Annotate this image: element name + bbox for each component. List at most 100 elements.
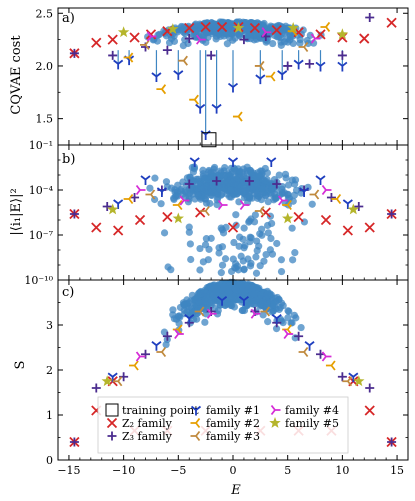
panel-a-marker — [255, 74, 266, 85]
legend-label: training point — [122, 404, 199, 417]
panel-a-marker — [156, 84, 167, 95]
eigenstate-point — [256, 230, 264, 238]
eigenstate-point — [233, 189, 241, 198]
eigenstate-point — [270, 196, 278, 204]
panel-b-marker — [315, 175, 326, 185]
panel-a-marker — [195, 34, 206, 45]
eigenstate-point — [268, 219, 276, 228]
panel-b-marker — [342, 199, 353, 209]
panel-a-marker — [365, 12, 375, 22]
eigenstate-point — [284, 307, 292, 315]
legend-label: family #2 — [206, 417, 260, 430]
eigenstate-point — [187, 297, 195, 305]
eigenstate-point — [177, 187, 185, 195]
eigenstate-point — [247, 234, 255, 242]
panel-a-marker — [184, 22, 195, 34]
panel-c-marker — [184, 314, 195, 324]
eigenstate-point — [273, 293, 281, 302]
y-tick-label: 2.5 — [36, 7, 54, 20]
panel-c-marker — [283, 328, 294, 340]
eigenstate-point — [230, 303, 239, 311]
eigenstate-point — [250, 290, 258, 298]
panel-c-tag: c) — [62, 285, 74, 300]
panel-a-marker — [337, 50, 347, 60]
eigenstate-point — [199, 166, 207, 174]
panel-b-marker — [321, 184, 332, 196]
eigenstate-point — [217, 191, 225, 199]
eigenstate-point — [246, 166, 254, 174]
panel-c-marker — [387, 437, 397, 447]
y-tick-label: 1 — [46, 409, 53, 422]
eigenstate-point — [196, 266, 204, 274]
panel-b-marker — [172, 212, 184, 224]
panel-a-marker — [151, 72, 162, 82]
eigenstate-point — [160, 328, 169, 336]
eigenstate-point — [272, 325, 281, 333]
panel-c-marker — [238, 296, 249, 306]
legend-label: family #4 — [285, 404, 339, 417]
eigenstate-point — [308, 200, 316, 208]
eigenstate-point — [270, 301, 279, 309]
panel-b — [69, 157, 397, 277]
panel-c-marker — [112, 376, 123, 387]
eigenstate-point — [211, 304, 219, 313]
panel-a-marker — [178, 55, 188, 66]
panel-a-tag: a) — [62, 11, 75, 26]
x-tick-label: 0 — [230, 464, 237, 477]
panel-a-marker — [146, 31, 157, 42]
eigenstate-point — [243, 300, 251, 308]
eigenstate-point — [193, 315, 201, 323]
panel-b-ylabel: |⟨i₁|E⟩|² — [9, 188, 24, 235]
panel-b-marker — [227, 222, 239, 233]
eigenstate-point — [247, 259, 255, 267]
panel-a-marker — [195, 103, 206, 114]
panel-a-marker — [315, 61, 326, 72]
panel-c-marker — [194, 306, 205, 317]
panel-a-marker — [69, 48, 79, 58]
y-tick-label: 1.5 — [36, 113, 54, 126]
panel-b-marker — [293, 211, 304, 223]
panel-c-marker — [298, 346, 309, 358]
eigenstate-point — [213, 310, 222, 318]
eigenstate-point — [209, 291, 217, 299]
x-tick-label: −10 — [112, 464, 135, 477]
eigenstate-point — [225, 282, 233, 290]
panel-a-marker — [227, 82, 239, 93]
eigenstate-point — [239, 235, 247, 243]
panel-b-marker — [364, 222, 375, 233]
panel-a-marker — [107, 34, 118, 45]
panel-a-marker — [283, 61, 293, 71]
panel-a-marker — [298, 41, 309, 53]
panel-a-marker — [108, 50, 118, 60]
panel-a-marker — [173, 70, 184, 80]
panel-b-marker — [266, 157, 277, 167]
eigenstate-point — [209, 181, 217, 189]
panel-b-marker — [217, 199, 228, 211]
panel-a-marker — [305, 59, 315, 69]
panel-a-marker — [167, 23, 179, 34]
eigenstate-point — [267, 234, 275, 243]
y-tick-label: 10⁻⁴ — [29, 184, 54, 197]
panel-b-marker — [200, 205, 210, 217]
panel-a-marker — [140, 39, 150, 50]
panel-c-marker — [206, 308, 217, 319]
legend-marker — [270, 404, 281, 416]
eigenstate-point — [245, 217, 253, 225]
eigenstate-point — [277, 267, 286, 276]
eigenstate-point — [230, 165, 239, 173]
panel-c-marker — [342, 376, 353, 387]
eigenstate-point — [269, 39, 277, 48]
panel-c-marker — [174, 328, 184, 340]
training-point-box — [201, 132, 217, 148]
eigenstate-point — [225, 22, 233, 31]
y-tick-label: 0 — [46, 454, 53, 467]
panel-c-marker — [101, 375, 113, 387]
panel-c-marker — [135, 351, 146, 362]
panel-b-marker — [69, 209, 79, 219]
panel-b-marker — [195, 207, 206, 218]
panel-a-marker — [315, 29, 326, 40]
legend-label: family #5 — [285, 417, 339, 430]
panel-a-marker — [386, 17, 397, 28]
eigenstate-point — [240, 266, 248, 274]
x-tick-label: 15 — [390, 464, 404, 477]
